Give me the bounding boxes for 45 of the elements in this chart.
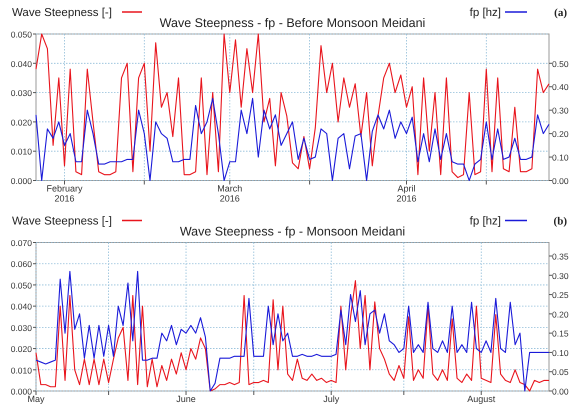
y-tick-label: 0.040	[10, 58, 32, 69]
legend-label: fp [hz]	[470, 216, 501, 228]
legend-label: Wave Steepness [-]	[12, 216, 112, 228]
y2-tick-label: 0.20	[552, 309, 569, 320]
y-tick-label: 0.010	[10, 146, 32, 157]
y-tick-label: 0.020	[10, 117, 32, 128]
y-tick-label: 0.020	[10, 344, 32, 354]
y-tick-label: 0.030	[10, 88, 32, 98]
y2-tick-label: 0.50	[552, 58, 569, 69]
x-tick-label: May	[27, 394, 45, 404]
y-tick-label: 0.050	[10, 30, 32, 40]
y2-tick-label: 0.10	[552, 348, 569, 358]
y2-tick-label: 0.00	[552, 386, 569, 396]
y2-tick-label: 0.20	[552, 129, 569, 140]
x-tick-label: July	[323, 394, 340, 404]
y2-tick-label: 0.15	[552, 328, 569, 339]
y2-tick-label: 0.30	[552, 270, 569, 281]
y-tick-label: 0.030	[10, 322, 32, 333]
legend-label: Wave Steepness [-]	[12, 7, 112, 19]
line-series	[35, 98, 550, 182]
y-tick-label: 0.040	[10, 302, 32, 312]
y2-tick-label: 0.00	[552, 176, 569, 186]
x-tick-label: March 2016	[217, 184, 242, 204]
y2-tick-label: 0.05	[552, 367, 569, 378]
y2-tick-label: 0.25	[552, 290, 569, 300]
x-tick-label: February 2016	[46, 184, 84, 204]
x-tick-label: June	[176, 394, 196, 404]
y-tick-label: 0.050	[10, 280, 32, 290]
x-tick-label: April 2016	[396, 184, 417, 204]
y-tick-label: 0.000	[10, 176, 32, 186]
chart-title: Wave Steepness - fp - Before Monsoon Meidani	[160, 16, 426, 30]
text: (a)	[554, 7, 568, 19]
y-tick-label: 0.070	[10, 238, 32, 248]
chart-title: Wave Steepness - fp - Monsoon Meidani	[180, 224, 406, 238]
y2-tick-label: 0.35	[552, 252, 569, 262]
y-tick-label: 0.010	[10, 365, 32, 376]
y2-tick-label: 0.30	[552, 106, 569, 116]
legend-label: fp [hz]	[470, 7, 501, 19]
line-series	[35, 33, 550, 178]
text: (b)	[554, 216, 568, 228]
x-tick-label: August	[467, 394, 496, 404]
y-tick-label: 0.060	[10, 259, 32, 270]
y-tick-label: 0.000	[10, 386, 32, 396]
y2-tick-label: 0.10	[552, 152, 569, 163]
y2-tick-label: 0.40	[552, 82, 569, 92]
